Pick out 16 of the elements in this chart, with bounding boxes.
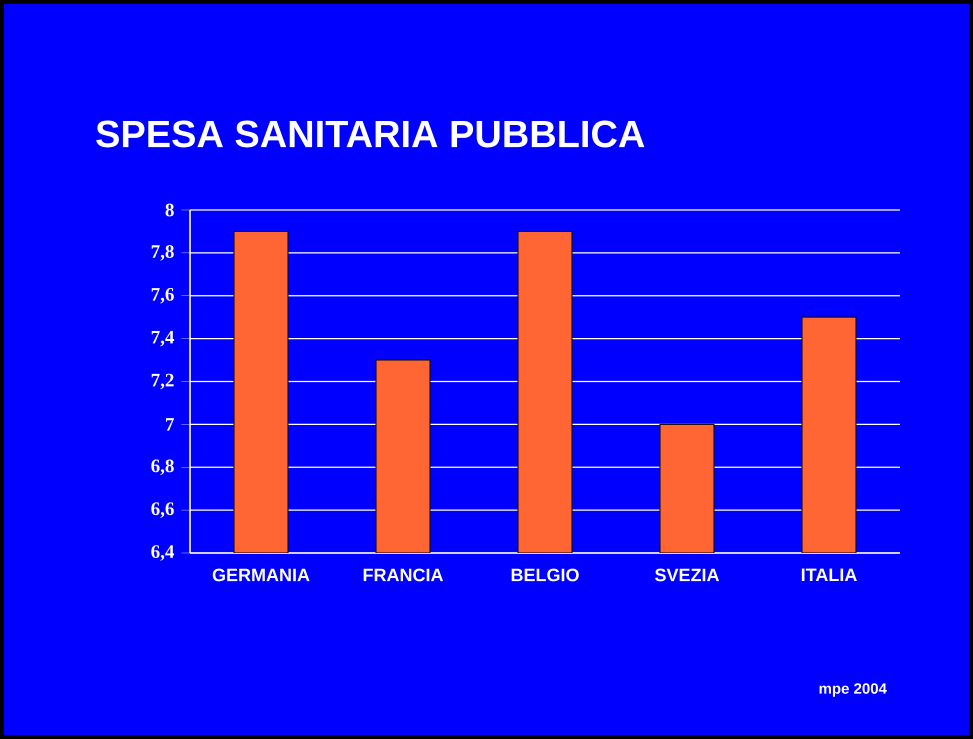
y-tick-label: 7,4 — [152, 330, 174, 346]
y-tick-label: 7,6 — [152, 288, 174, 304]
y-tick-label: 7,8 — [152, 245, 174, 261]
y-tick-label: 7,2 — [152, 374, 174, 390]
x-tick-label: FRANCIA — [364, 568, 444, 582]
y-tick-label: 7 — [166, 418, 174, 431]
y-tick-label: 6,8 — [151, 459, 174, 476]
x-tick-label: GERMANIA — [212, 568, 310, 582]
chart-title: SPESA SANITARIA PUBBLICA — [96, 120, 644, 148]
x-tick-label: BELGIO — [512, 568, 579, 582]
y-tick-label: 6,4 — [151, 545, 174, 561]
text: mpe 2004 — [820, 683, 887, 697]
x-tick-label: ITALIA — [802, 568, 857, 581]
y-tick-label: 8 — [166, 204, 174, 216]
x-tick-label: SVEZIA — [655, 568, 720, 582]
y-tick-label: 6,6 — [151, 502, 174, 518]
